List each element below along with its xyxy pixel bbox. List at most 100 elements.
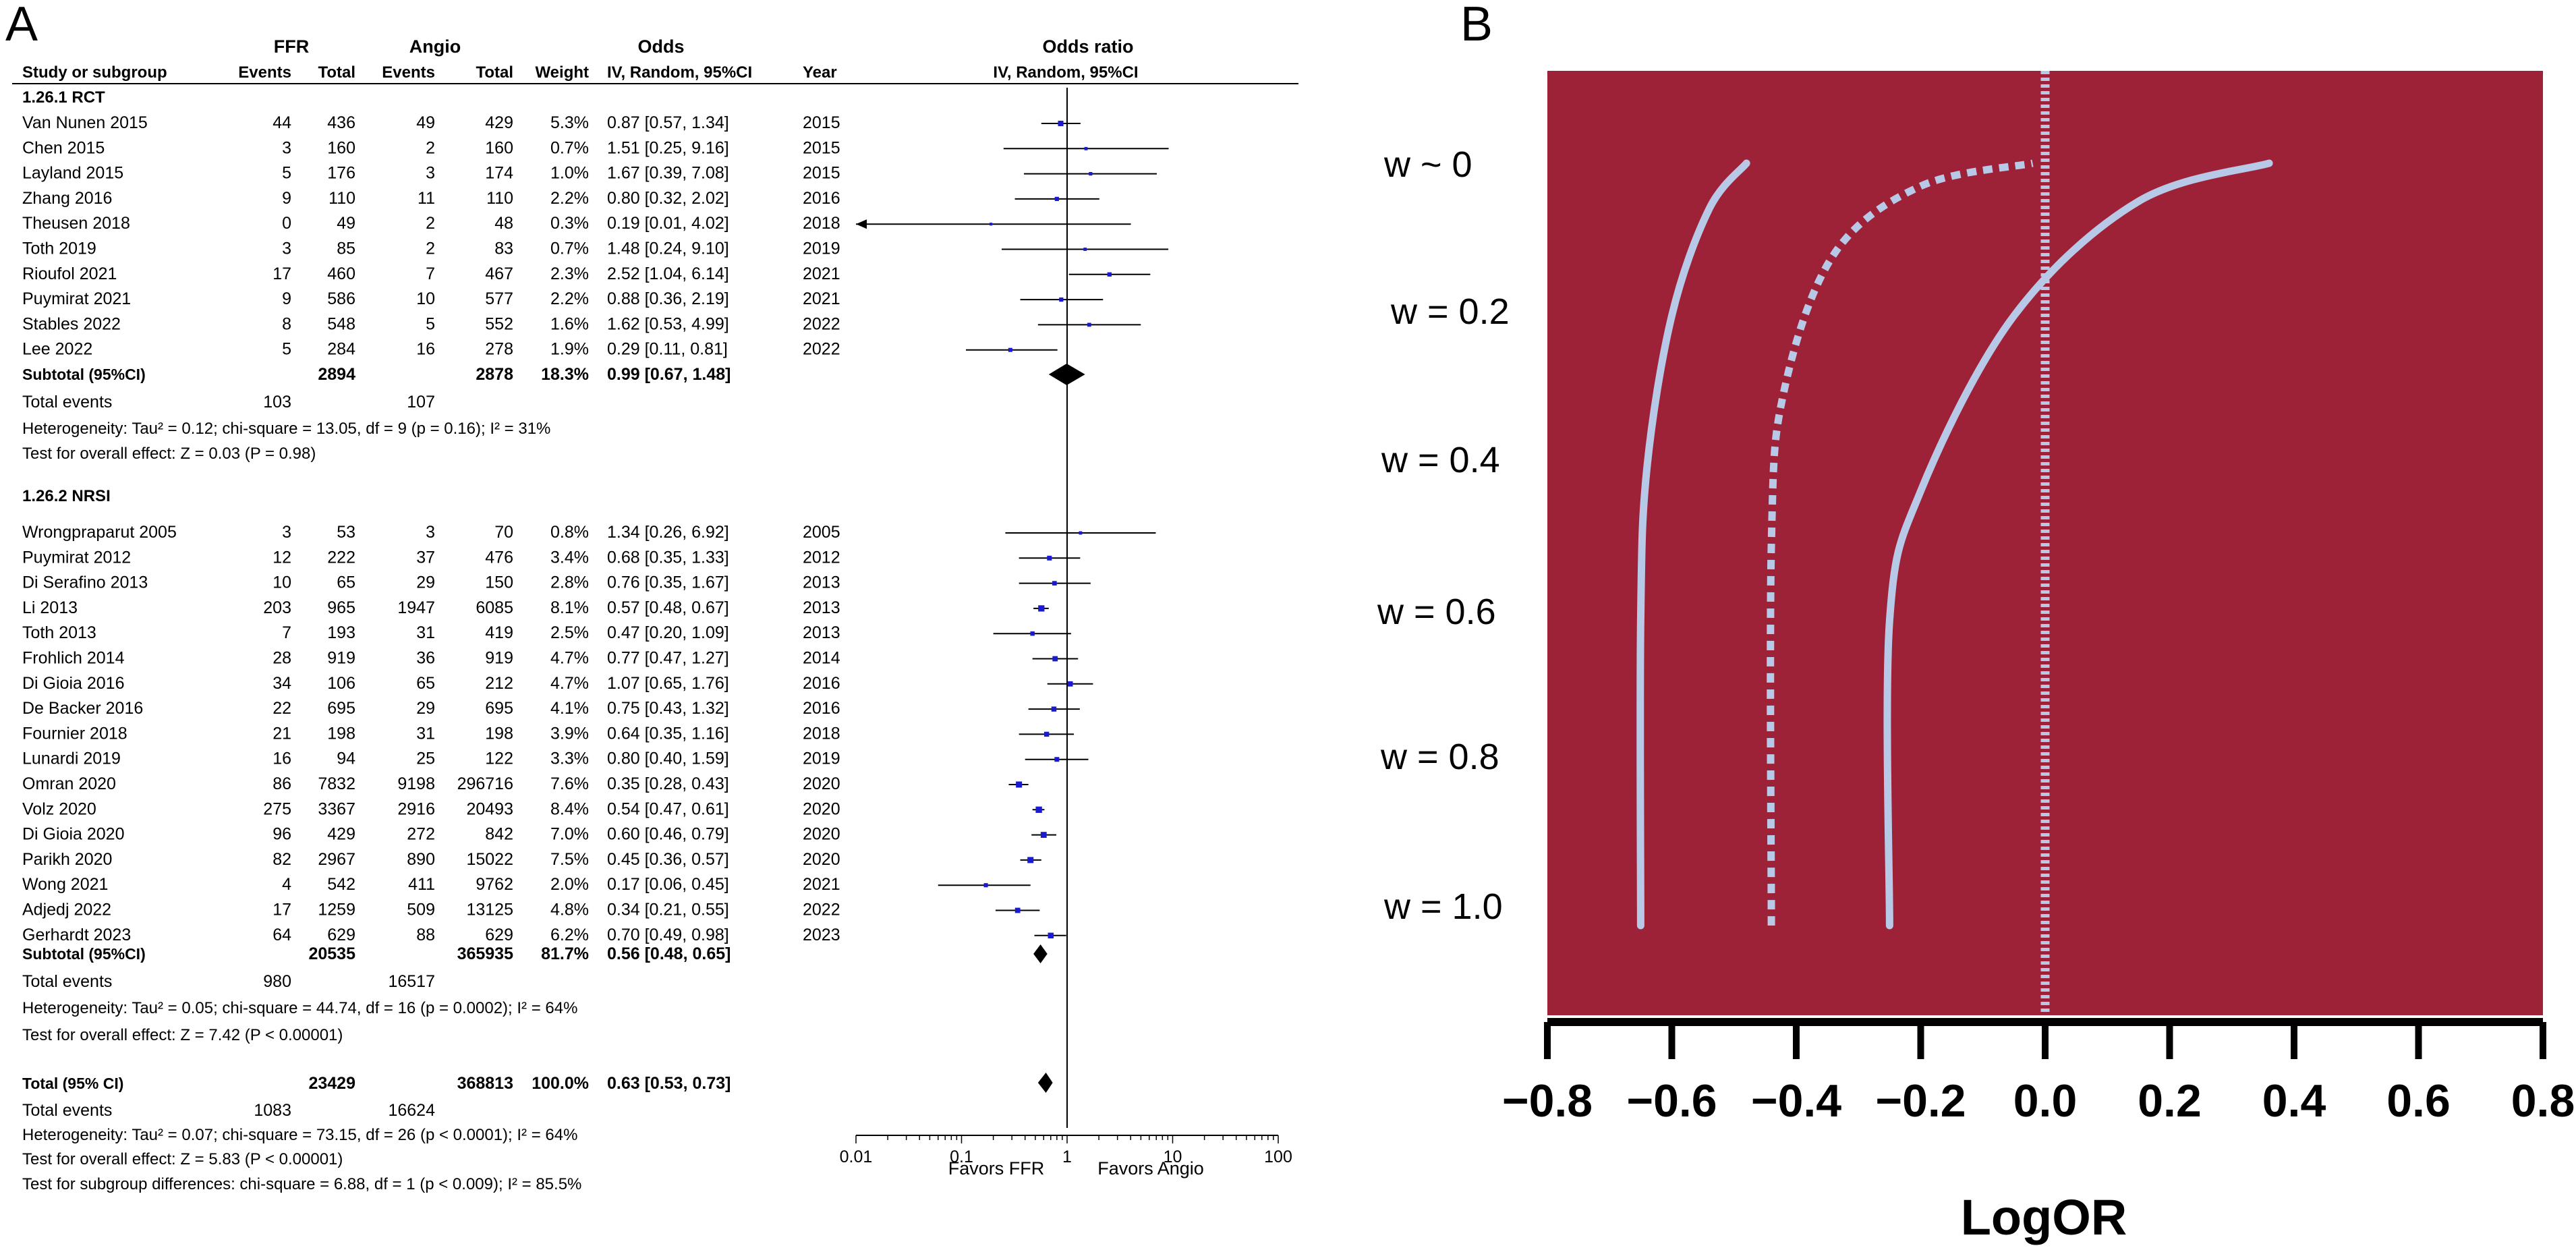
w-label: w = 0.2 [1390, 291, 1510, 332]
nrsi-study-name: De Backer 2016 [22, 699, 143, 718]
w-label: w = 1.0 [1383, 886, 1503, 927]
nrsi-study-name: Parikh 2020 [22, 850, 112, 869]
nrsi-total-events-label: Total events [22, 972, 112, 991]
nrsi-study-angio-total: 695 [485, 699, 513, 718]
rct-study-weight: 5.3% [550, 113, 589, 132]
nrsi-subtotal-diamond [1033, 944, 1048, 963]
w-label: w = 0.4 [1381, 440, 1500, 480]
rct-study-ci: 1.62 [0.53, 4.99] [607, 314, 729, 333]
nrsi-study-ffr-total: 3367 [318, 799, 355, 818]
logor-axis-tick-label: −0.2 [1875, 1075, 1966, 1127]
nrsi-study-name: Di Gioia 2020 [22, 825, 124, 844]
rct-study-weight: 0.7% [550, 239, 589, 258]
nrsi-study-year: 2020 [803, 799, 840, 818]
nrsi-study-ci: 0.35 [0.28, 0.43] [607, 774, 729, 793]
nrsi-study-ffr-total: 695 [327, 699, 355, 718]
rct-subtotal-diamond [1048, 364, 1085, 385]
rct-study-rows: Van Nunen 2015 44 436 49 429 5.3% 0.87 [0.57, … [22, 113, 840, 359]
rct-study-angio-events: 2 [426, 214, 435, 233]
nrsi-study-angio-total: 122 [485, 749, 513, 768]
rct-study-point-estimate [990, 223, 993, 226]
rct-study-ffr-total: 160 [327, 138, 355, 157]
nrsi-study-angio-events: 29 [416, 573, 435, 592]
rct-study-year: 2022 [803, 314, 840, 333]
rct-study-ffr-events: 0 [282, 214, 291, 233]
col-weight: Weight [535, 63, 589, 82]
rct-study-ci: 0.80 [0.32, 2.02] [607, 189, 729, 208]
nrsi-study-ffr-events: 21 [273, 724, 291, 743]
rct-study-angio-total: 278 [485, 340, 513, 359]
nrsi-study-year: 2018 [803, 724, 840, 743]
nrsi-study-ffr-events: 3 [282, 523, 291, 542]
header-odds: Odds [637, 36, 684, 57]
logor-axis-tick-label: 0.2 [2138, 1075, 2202, 1127]
nrsi-study-name: Li 2013 [22, 598, 78, 617]
nrsi-study-ffr-events: 86 [273, 774, 291, 793]
nrsi-study-point-estimate [1027, 857, 1034, 863]
nrsi-study-ci: 0.54 [0.47, 0.61] [607, 799, 729, 818]
nrsi-study-point-estimate [1040, 832, 1047, 839]
header-angio: Angio [409, 36, 461, 57]
rct-study-year: 2016 [803, 189, 840, 208]
nrsi-study-year: 2005 [803, 523, 840, 542]
rct-subtotal-label: Subtotal (95%CI) [22, 366, 146, 383]
rct-study-angio-events: 2 [426, 138, 435, 157]
rct-study-year: 2021 [803, 264, 840, 283]
nrsi-study-name: Omran 2020 [22, 774, 116, 793]
nrsi-study-point-estimate [1052, 656, 1058, 662]
rct-study-ci: 1.67 [0.39, 7.08] [607, 164, 729, 183]
header-odds-ratio: Odds ratio [1042, 36, 1133, 57]
rct-study-point-estimate [1084, 146, 1088, 150]
column-headers: Study or subgroup Events Total Events To… [22, 63, 1139, 82]
nrsi-study-ffr-events: 16 [273, 749, 291, 768]
nrsi-study-ffr-total: 542 [327, 875, 355, 894]
nrsi-study-angio-total: 919 [485, 649, 513, 668]
nrsi-study-angio-total: 150 [485, 573, 513, 592]
nrsi-subtotal-weight: 81.7% [541, 944, 589, 963]
nrsi-study-ffr-total: 629 [327, 926, 355, 944]
nrsi-study-point-estimate [1030, 631, 1035, 636]
nrsi-study-point-estimate [1014, 907, 1021, 913]
rct-study-ffr-events: 9 [282, 189, 291, 208]
col-study: Study or subgroup [22, 63, 167, 82]
nrsi-study-ci: 0.68 [0.35, 1.33] [607, 548, 729, 567]
w-label: w = 0.8 [1380, 737, 1499, 777]
nrsi-study-weight: 7.0% [550, 825, 589, 844]
nrsi-study-angio-total: 15022 [466, 850, 513, 869]
nrsi-study-ci: 0.77 [0.47, 1.27] [607, 649, 729, 668]
nrsi-study-angio-total: 212 [485, 674, 513, 693]
nrsi-study-name: Fournier 2018 [22, 724, 127, 743]
col-plot-method: IV, Random, 95%CI [993, 63, 1138, 82]
logor-axis-tick-label: 0.8 [2511, 1075, 2575, 1127]
rct-study-ffr-events: 5 [282, 164, 291, 183]
nrsi-study-angio-events: 25 [416, 749, 435, 768]
rct-study-weight: 1.0% [550, 164, 589, 183]
nrsi-study-name: Wong 2021 [22, 875, 108, 894]
nrsi-subtotal-ffr-total: 20535 [308, 944, 355, 963]
nrsi-study-name: Lunardi 2019 [22, 749, 121, 768]
nrsi-study-ffr-events: 64 [273, 926, 291, 944]
nrsi-study-ffr-total: 7832 [318, 774, 355, 793]
nrsi-study-name: Puymirat 2012 [22, 548, 131, 567]
total-ffr-total: 23429 [308, 1074, 355, 1093]
rct-study-ci: 1.51 [0.25, 9.16] [607, 138, 729, 157]
nrsi-study-point-estimate [1047, 555, 1052, 561]
w-labels: w ~ 0 w = 0.2 w = 0.4 w = 0.6 w = 0.8 w = 1.0 [1377, 144, 1510, 927]
rct-study-angio-total: 552 [485, 314, 513, 333]
favors-labels: Favors FFR Favors Angio [948, 1158, 1204, 1179]
rct-study-angio-total: 429 [485, 113, 513, 132]
total-events-angio: 16624 [388, 1101, 435, 1120]
nrsi-study-point-estimate [1035, 806, 1042, 813]
rct-study-point-estimate [1059, 297, 1064, 302]
nrsi-study-rows: Wrongpraparut 2005 3 53 3 70 0.8% 1.34 [0.26, … [22, 523, 840, 944]
rct-study-point-estimate [1008, 347, 1012, 352]
nrsi-study-year: 2020 [803, 825, 840, 844]
rct-study-angio-events: 5 [426, 314, 435, 333]
nrsi-study-ci: 1.07 [0.65, 1.76] [607, 674, 729, 693]
nrsi-study-angio-total: 9762 [476, 875, 513, 894]
rct-study-angio-total: 467 [485, 264, 513, 283]
rct-study-ffr-total: 436 [327, 113, 355, 132]
nrsi-study-ci: 0.64 [0.35, 1.16] [607, 724, 729, 743]
w-label: w = 0.6 [1377, 592, 1496, 632]
nrsi-study-ci: 0.34 [0.21, 0.55] [607, 901, 729, 919]
